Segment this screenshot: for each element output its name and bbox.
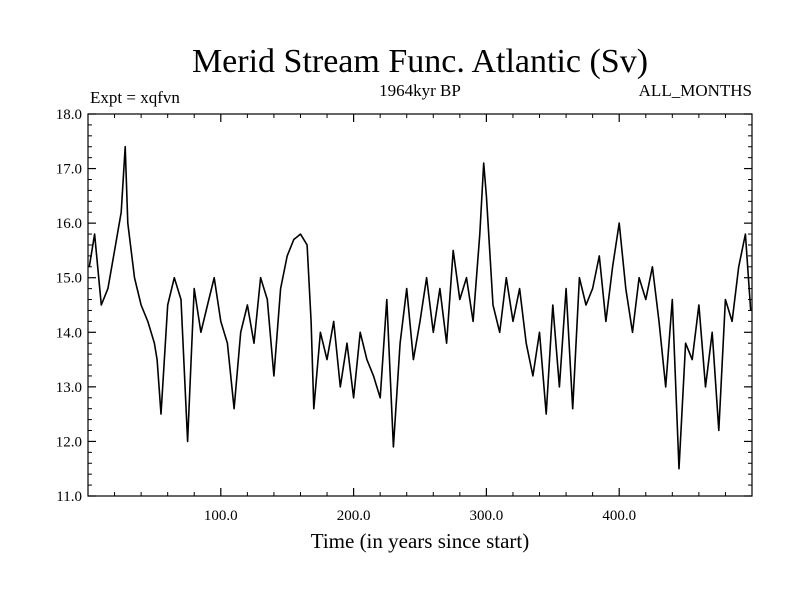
x-tick-label: 400.0 bbox=[602, 508, 636, 524]
y-tick-label: 15.0 bbox=[56, 271, 82, 287]
y-tick-label: 17.0 bbox=[56, 162, 82, 178]
x-tick-label: 100.0 bbox=[204, 508, 238, 524]
subtitle-expt: Expt = xqfvn bbox=[90, 88, 180, 107]
y-tick-label: 18.0 bbox=[56, 107, 82, 123]
x-tick-label: 200.0 bbox=[337, 508, 371, 524]
subtitle-months: ALL_MONTHS bbox=[639, 81, 752, 100]
y-tick-label: 13.0 bbox=[56, 380, 82, 396]
x-axis: 100.0 200.0 300.0 400.0 bbox=[114, 114, 726, 524]
y-tick-label: 12.0 bbox=[56, 434, 82, 450]
y-axis: 11.0 12.0 13.0 14.0 15.0 16.0 17.0 18.0 bbox=[56, 107, 752, 505]
y-tick-label: 14.0 bbox=[56, 325, 82, 341]
chart-title: Merid Stream Func. Atlantic (Sv) bbox=[192, 43, 648, 80]
plot-frame bbox=[87, 113, 753, 497]
x-axis-label: Time (in years since start) bbox=[311, 529, 530, 553]
series-line bbox=[88, 145, 752, 470]
y-tick-label: 11.0 bbox=[56, 489, 82, 505]
y-tick-label: 16.0 bbox=[56, 216, 82, 232]
subtitle-period: 1964kyr BP bbox=[379, 81, 461, 100]
x-tick-label: 300.0 bbox=[470, 508, 504, 524]
